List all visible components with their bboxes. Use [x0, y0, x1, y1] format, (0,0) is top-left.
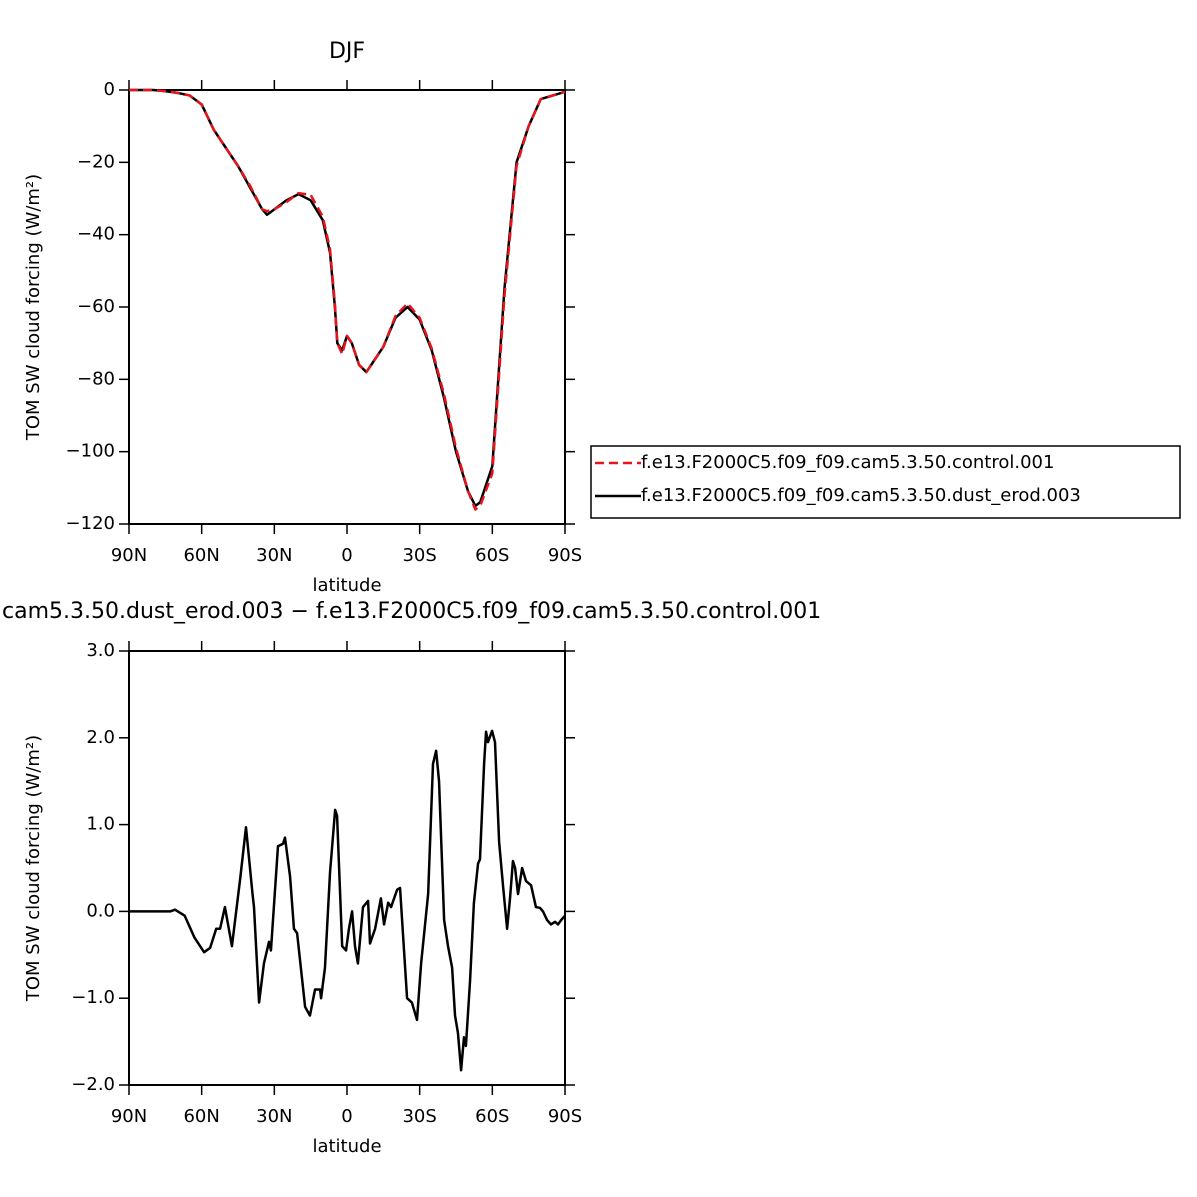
y-tick-label: −100 — [66, 441, 115, 462]
x-tick-label: 60N — [183, 1106, 219, 1127]
y-tick-label: 0.0 — [86, 900, 115, 921]
y-tick-label: −80 — [77, 368, 115, 389]
x-tick-label: 30S — [402, 1106, 436, 1127]
y-tick-label: −1.0 — [71, 987, 115, 1008]
y-tick-label: 1.0 — [86, 814, 115, 835]
x-tick-label: 0 — [341, 545, 352, 566]
y-axis-label: TOM SW cloud forcing (W/m²) — [23, 735, 44, 1002]
y-tick-label: 2.0 — [86, 727, 115, 748]
data-line — [129, 88, 566, 511]
data-line — [129, 88, 566, 508]
x-tick-label: 90N — [111, 545, 147, 566]
x-tick-label: 30S — [402, 545, 436, 566]
x-tick-label: 60N — [183, 545, 219, 566]
y-tick-label: −40 — [77, 224, 115, 245]
x-tick-label: 30N — [256, 1106, 292, 1127]
x-tick-label: 30N — [256, 545, 292, 566]
x-axis-label: latitude — [312, 575, 381, 596]
y-tick-label: 0 — [104, 79, 115, 100]
legend-label: f.e13.F2000C5.f09_f09.cam5.3.50.dust_ero… — [641, 485, 1081, 506]
legend-box — [590, 445, 1181, 519]
x-tick-label: 60S — [475, 545, 509, 566]
y-tick-label: −2.0 — [71, 1074, 115, 1095]
y-tick-label: −60 — [77, 296, 115, 317]
chart-title: cam5.3.50.dust_erod.003 − f.e13.F2000C5.… — [2, 599, 821, 624]
x-axis-label: latitude — [312, 1136, 381, 1157]
legend-label: f.e13.F2000C5.f09_f09.cam5.3.50.control.… — [641, 452, 1054, 473]
legend: f.e13.F2000C5.f09_f09.cam5.3.50.control.… — [590, 445, 1181, 519]
data-line — [129, 729, 566, 1072]
plot-frame — [128, 650, 566, 1086]
y-tick-label: −20 — [77, 151, 115, 172]
x-tick-label: 90N — [111, 1106, 147, 1127]
plot-frame — [128, 89, 566, 525]
y-axis-label: TOM SW cloud forcing (W/m²) — [23, 174, 44, 441]
y-tick-label: 3.0 — [86, 640, 115, 661]
y-tick-label: −120 — [66, 513, 115, 534]
x-tick-label: 60S — [475, 1106, 509, 1127]
x-tick-label: 90S — [548, 545, 582, 566]
chart-title: DJF — [329, 39, 365, 64]
x-tick-label: 0 — [341, 1106, 352, 1127]
x-tick-label: 90S — [548, 1106, 582, 1127]
